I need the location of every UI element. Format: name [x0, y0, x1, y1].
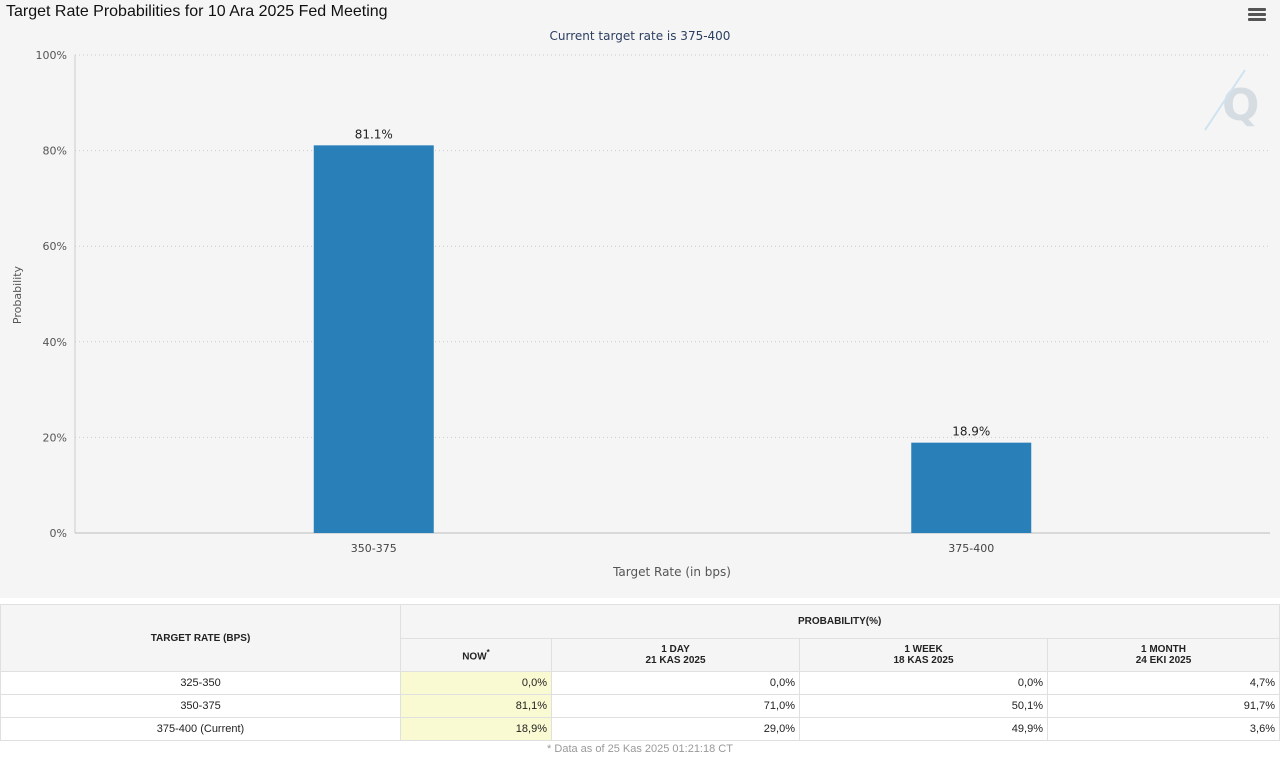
- table-row: 325-350 0,0% 0,0% 0,0% 4,7%: [0, 671, 1280, 695]
- probability-cell: 18,9%: [400, 717, 552, 741]
- data-label: 81.1%: [355, 127, 393, 141]
- y-tick-label: 100%: [36, 49, 67, 62]
- probability-cell: 0,0%: [799, 671, 1048, 695]
- bar[interactable]: [911, 442, 1032, 533]
- probability-cell: 3,6%: [1047, 717, 1280, 741]
- col-now: NOW*: [400, 638, 552, 672]
- rate-cell: 325-350: [0, 671, 401, 695]
- probability-cell: 4,7%: [1047, 671, 1280, 695]
- y-axis-title: Probability: [11, 265, 24, 324]
- col-1week: 1 WEEK 18 KAS 2025: [799, 638, 1048, 672]
- rate-cell: 375-400 (Current): [0, 717, 401, 741]
- probability-cell: 81,1%: [400, 694, 552, 718]
- col-1month: 1 MONTH 24 EKI 2025: [1047, 638, 1280, 672]
- table-row: 375-400 (Current) 18,9% 29,0% 49,9% 3,6%: [0, 717, 1280, 741]
- probability-cell: 0,0%: [551, 671, 800, 695]
- col-1day: 1 DAY 21 KAS 2025: [551, 638, 800, 672]
- probability-cell: 49,9%: [799, 717, 1048, 741]
- menu-icon[interactable]: [1248, 8, 1266, 22]
- y-tick-label: 60%: [43, 240, 67, 253]
- probability-cell: 91,7%: [1047, 694, 1280, 718]
- watermark-logo-icon: Q: [1222, 80, 1259, 131]
- probability-cell: 29,0%: [551, 717, 800, 741]
- y-tick-label: 80%: [43, 145, 67, 158]
- chart-title: Target Rate Probabilities for 10 Ara 202…: [6, 3, 388, 20]
- x-tick-label: 375-400: [948, 542, 994, 555]
- watermark-stroke: [1204, 69, 1246, 131]
- x-axis-title: Target Rate (in bps): [612, 565, 731, 579]
- probability-cell: 0,0%: [400, 671, 552, 695]
- y-tick-label: 40%: [43, 336, 67, 349]
- rate-cell: 350-375: [0, 694, 401, 718]
- bar[interactable]: [313, 145, 434, 534]
- chart-subtitle: Current target rate is 375-400: [550, 29, 731, 43]
- data-note: * Data as of 25 Kas 2025 01:21:18 CT: [547, 743, 733, 755]
- rate-header: TARGET RATE (BPS): [0, 604, 401, 672]
- table-row: 350-375 81,1% 71,0% 50,1% 91,7%: [0, 694, 1280, 718]
- data-label: 18.9%: [952, 425, 990, 439]
- chart-area: Target Rate Probabilities for 10 Ara 202…: [6, 3, 1270, 579]
- probability-cell: 71,0%: [551, 694, 800, 718]
- probability-cell: 50,1%: [799, 694, 1048, 718]
- probability-header: PROBABILITY(%): [400, 604, 1280, 639]
- y-tick-label: 0%: [50, 527, 67, 540]
- x-tick-label: 350-375: [351, 542, 397, 555]
- y-tick-label: 20%: [43, 431, 67, 444]
- probability-table: TARGET RATE (BPS) PROBABILITY(%) NOW* 1 …: [0, 604, 1280, 741]
- bar-chart: 0% 20% 40% 60% 80% 100% 81.1% 350-375 18.9% 375-4…: [11, 29, 1270, 579]
